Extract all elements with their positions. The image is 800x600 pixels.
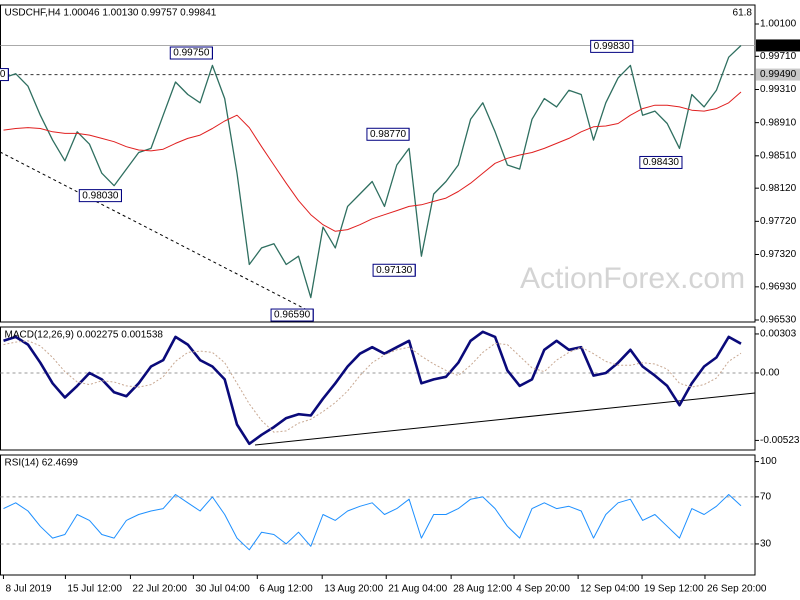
annotation-label: 0.98430 [643, 157, 680, 168]
panel-title: RSI(14) 62.4699 [5, 458, 79, 469]
trend-line [0, 151, 314, 314]
panel-frame [0, 326, 756, 451]
y-tick-label: 0.96530 [760, 315, 797, 326]
y-tick-label: 0.00303 [760, 329, 797, 340]
y-tick-label: 100 [760, 456, 777, 467]
y-tick-label: 1.00100 [760, 19, 797, 30]
panel-title: MACD(12,26,9) 0.002275 0.001538 [5, 330, 164, 341]
y-tick-label: 0.99310 [760, 84, 797, 95]
y-tick-label: 0.99710 [760, 51, 797, 62]
series-line [3, 91, 742, 232]
panel-title: USDCHF,H4 1.00046 1.00130 0.99757 0.9984… [5, 8, 217, 19]
x-tick-label: 19 Sep 12:00 [644, 584, 704, 595]
y-tick-label: 0.97720 [760, 216, 797, 227]
x-tick-label: 21 Aug 04:00 [388, 584, 447, 595]
y-tick-label: 0.96930 [760, 281, 797, 292]
annotation-label: 0.99750 [173, 48, 210, 59]
series-line [3, 494, 742, 551]
x-tick-label: 30 Jul 04:00 [195, 584, 250, 595]
series-line [3, 340, 742, 433]
annotation-label: 0.97130 [376, 265, 413, 276]
annotation-label: 0 [0, 69, 6, 80]
y-tick-label: 70 [760, 492, 772, 503]
series-line [3, 45, 742, 299]
x-tick-label: 4 Sep 20:00 [516, 584, 570, 595]
annotation-label: 0.96590 [274, 310, 311, 321]
x-tick-label: 13 Aug 20:00 [324, 584, 383, 595]
y-tick-label: 0.98120 [760, 183, 797, 194]
x-tick-label: 26 Sep 20:00 [707, 584, 767, 595]
price-tag-label: 0.99841 [760, 40, 797, 51]
annotation-label: 0.98030 [82, 190, 119, 201]
x-tick-label: 8 Jul 2019 [5, 584, 52, 595]
y-tick-label: 0.98910 [760, 117, 797, 128]
price-tag-label: 0.99490 [760, 69, 797, 80]
x-tick-label: 28 Aug 12:00 [453, 584, 512, 595]
annotation-label: 0.99830 [594, 41, 631, 52]
y-tick-label: 0.97320 [760, 249, 797, 260]
annotation-label: 0.98770 [370, 129, 407, 140]
x-tick-label: 15 Jul 12:00 [67, 584, 122, 595]
y-tick-label: 0.00 [760, 368, 780, 379]
x-tick-label: 6 Aug 12:00 [259, 584, 313, 595]
panel-frame [0, 454, 756, 576]
price-tag [756, 39, 800, 52]
price-tag [756, 68, 800, 81]
y-tick-label: 0.98510 [760, 150, 797, 161]
macd-trend-line [254, 392, 756, 446]
watermark: ActionForex.com [520, 262, 745, 295]
x-tick-label: 22 Jul 20:00 [132, 584, 187, 595]
y-tick-label: -0.005236 [760, 435, 800, 446]
level-note: 61.8 [733, 8, 753, 19]
series-line [3, 330, 742, 446]
panel-frame [0, 4, 756, 323]
y-tick-label: 30 [760, 539, 772, 550]
x-tick-label: 12 Sep 04:00 [580, 584, 640, 595]
